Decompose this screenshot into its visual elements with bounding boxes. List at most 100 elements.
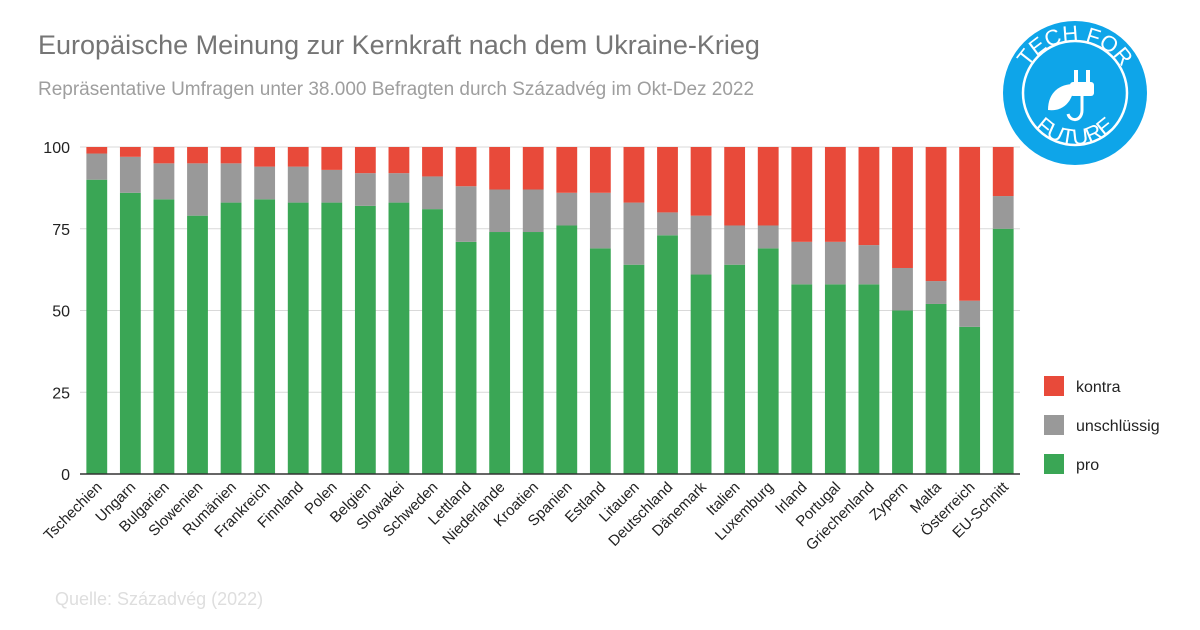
bar-segment (489, 232, 511, 474)
bar-segment (589, 248, 611, 474)
bar-segment (657, 147, 678, 213)
bar-segment (153, 147, 175, 164)
y-tick-label: 100 (43, 140, 70, 157)
bar-segment (757, 225, 779, 249)
bar-segment (187, 163, 208, 216)
bar-segment (657, 212, 678, 236)
tech-for-future-logo: TECH FOR FUTURE (1003, 21, 1147, 165)
bar-segment (489, 189, 511, 233)
bar-segment (422, 176, 443, 210)
bar-segment (992, 147, 1014, 197)
plug-leaf-icon (1048, 70, 1094, 121)
bar-segment (690, 147, 712, 216)
chart-subtitle: Repräsentative Umfragen unter 38.000 Bef… (38, 79, 755, 100)
bar-segment (187, 215, 208, 475)
bar-segment (959, 326, 981, 474)
bar-segment (354, 147, 376, 174)
bar-segment (992, 196, 1014, 229)
legend-label: kontra (1076, 379, 1121, 396)
bar-segment (388, 173, 410, 203)
bar-segment (858, 147, 880, 246)
y-axis: 0 25 50 75 100 (43, 140, 1020, 484)
bar-segment (321, 202, 343, 474)
bar-segment (556, 192, 578, 226)
bar-segment (992, 228, 1014, 474)
bar-segment (119, 147, 141, 157)
legend-label: unschlüssig (1076, 418, 1160, 435)
bar-segment (287, 202, 309, 474)
bar-segment (354, 173, 376, 206)
bar-segment (791, 147, 813, 242)
bar-segment (522, 189, 544, 233)
bar-segment (824, 147, 846, 242)
bar-segment (791, 284, 813, 474)
bar-segment (959, 300, 981, 327)
bar-segment (791, 241, 813, 285)
bar-segment (824, 284, 846, 474)
bar-segment (321, 169, 343, 203)
bars (86, 147, 1014, 475)
bar-segment (321, 147, 343, 170)
bar-segment (119, 156, 141, 193)
bar-segment (757, 248, 779, 474)
bar-segment (724, 225, 746, 265)
bar-segment (925, 147, 947, 282)
x-axis: TschechienUngarnBulgarienSlowenienRumäni… (41, 478, 1013, 554)
y-tick-label: 50 (52, 304, 70, 321)
bar-segment (153, 199, 175, 474)
bar-segment (455, 241, 477, 474)
bar-segment (925, 303, 947, 474)
bar-segment (556, 147, 578, 193)
chart-title: Europäische Meinung zur Kernkraft nach d… (38, 30, 760, 60)
bar-segment (254, 166, 276, 200)
bar-segment (690, 215, 712, 275)
bar-segment (455, 186, 477, 242)
bar-segment (254, 147, 276, 167)
bar-segment (287, 166, 309, 203)
bar-segment (489, 147, 511, 190)
y-tick-label: 0 (61, 467, 70, 484)
legend-swatch (1044, 376, 1064, 396)
bar-segment (354, 205, 376, 475)
bar-segment (422, 147, 443, 177)
bar-segment (757, 147, 779, 226)
bar-segment (824, 241, 846, 285)
bar-segment (623, 147, 645, 203)
bar-segment (388, 147, 410, 174)
legend-swatch (1044, 415, 1064, 435)
bar-segment (220, 163, 242, 203)
source-note: Quelle: Századvég (2022) (55, 589, 264, 609)
bar-segment (522, 147, 544, 190)
bar-segment (86, 153, 108, 180)
bar-segment (153, 163, 175, 200)
bar-segment (724, 264, 746, 474)
bar-segment (589, 192, 611, 249)
legend-label: pro (1076, 457, 1099, 474)
bar-segment (925, 281, 947, 304)
bar-segment (220, 202, 242, 474)
bar-segment (220, 147, 242, 164)
bar-segment (388, 202, 410, 474)
bar-segment (623, 264, 645, 474)
x-tick-label: Zypern (866, 479, 911, 524)
bar-segment (959, 147, 981, 301)
bar-segment (287, 147, 309, 167)
bar-segment (522, 232, 544, 474)
bar-segment (623, 202, 645, 265)
bar-segment (254, 199, 276, 474)
bar-segment (86, 179, 108, 474)
legend: kontra unschlüssig pro (1044, 376, 1160, 474)
bar-segment (187, 147, 208, 164)
y-tick-label: 25 (52, 385, 70, 402)
bar-segment (690, 274, 712, 474)
bar-segment (892, 310, 913, 474)
bar-segment (556, 225, 578, 474)
bar-segment (657, 235, 678, 474)
logo-inner-ring (1021, 39, 1129, 147)
bar-segment (892, 147, 913, 268)
y-tick-label: 75 (52, 222, 70, 239)
legend-swatch (1044, 454, 1064, 474)
bar-segment (119, 192, 141, 474)
bar-segment (858, 245, 880, 285)
bar-segment (589, 147, 611, 193)
